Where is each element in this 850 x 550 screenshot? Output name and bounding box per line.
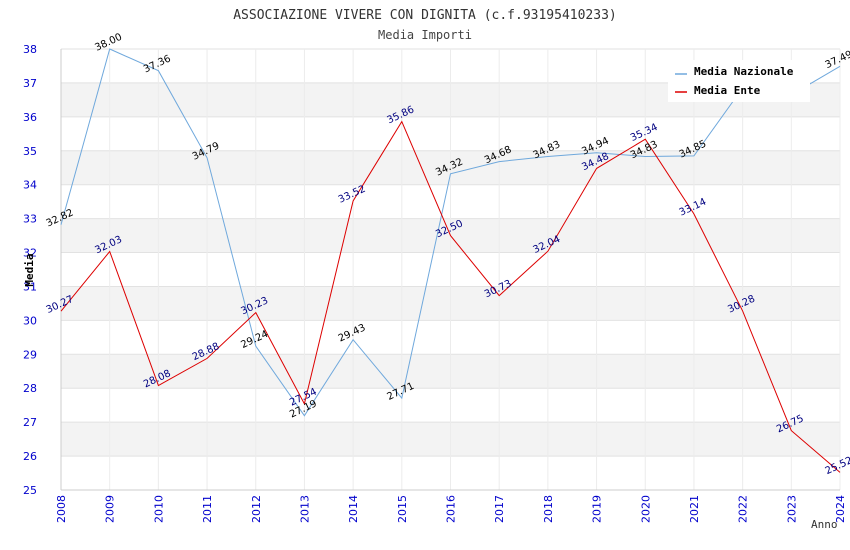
y-tick-label: 28 [23,382,37,395]
x-tick-label: 2008 [55,495,68,523]
x-tick-label: 2021 [688,495,701,523]
x-tick-label: 2013 [298,495,311,523]
y-tick-label: 37 [23,77,37,90]
y-tick-label: 32 [23,247,37,260]
legend-label-media-nazionale: Media Nazionale [694,65,794,78]
series-line-1 [60,120,841,473]
x-tick-label: 2010 [152,495,165,523]
x-tick-label: 2016 [445,495,458,523]
y-tick-label: 34 [23,179,37,192]
y-tick-label: 27 [23,416,37,429]
x-tick-label: 2015 [396,495,409,523]
y-tick-label: 35 [23,145,37,158]
y-tick-label: 36 [23,111,37,124]
y-tick-label: 38 [23,43,37,56]
x-tick-label: 2024 [834,495,847,523]
chart-title: ASSOCIAZIONE VIVERE CON DIGNITA (c.f.931… [233,8,617,23]
y-tick-label: 29 [23,348,37,361]
x-tick-label: 2019 [591,495,604,523]
y-tick-label: 25 [23,484,37,497]
series-line-0 [60,48,841,417]
y-tick-labels: 25 26 27 28 29 30 31 32 33 34 35 36 37 38 [23,43,37,497]
legend: Media Nazionale Media Ente [668,60,810,102]
series-lines [60,48,841,473]
x-tick-label: 2018 [542,495,555,523]
y-tick-label: 31 [23,280,37,293]
y-tick-label: 30 [23,314,37,327]
x-tick-labels: 2008 2009 2010 2011 2012 2013 2014 2015 2016 2017… [55,495,847,523]
y-tick-label: 26 [23,450,37,463]
x-tick-label: 2012 [250,495,263,523]
x-tick-label: 2023 [785,495,798,523]
x-tick-label: 2022 [737,495,750,523]
y-tick-label: 33 [23,213,37,226]
x-tick-label: 2011 [201,495,214,523]
x-tick-label: 2020 [639,495,652,523]
x-tick-label: 2017 [493,495,506,523]
y-axis-label: Media [23,253,36,286]
x-axis-label: Anno [811,518,838,531]
chart-subtitle: Media Importi [378,28,472,42]
x-tick-label: 2009 [104,495,117,523]
legend-box [668,60,810,102]
x-tick-label: 2014 [347,495,360,523]
legend-label-media-ente: Media Ente [694,84,761,97]
